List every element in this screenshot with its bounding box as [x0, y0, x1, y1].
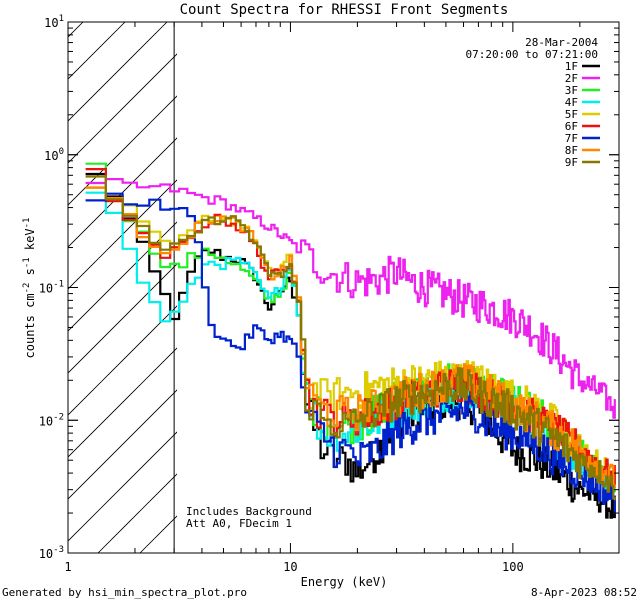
hatch-line: [68, 22, 84, 38]
x-tick-labels: 1 10 100: [64, 560, 523, 574]
series-layer: [85, 162, 616, 519]
hatch-line: [68, 95, 177, 206]
legend-label-7F: 7F: [565, 132, 578, 145]
hatched-excluded-region: [68, 22, 177, 553]
y-tick-label: 10-3: [39, 545, 64, 561]
legend-label-5F: 5F: [565, 108, 578, 121]
footer-date-stamp: 8-Apr-2023 08:52: [531, 586, 637, 599]
y-tick-label: 10-2: [39, 412, 64, 428]
hatch-line: [68, 305, 177, 416]
y-tick-label: 101: [44, 14, 64, 30]
x-tick-label: 100: [502, 560, 524, 574]
y-tick-labels: 10-3 10-2 10-1 100 101: [39, 14, 64, 561]
hatch-line: [68, 53, 177, 164]
chart-title: Count Spectra for RHESSI Front Segments: [180, 2, 509, 18]
legend-label-1F: 1F: [565, 60, 578, 73]
date-label: 28-Mar-2004: [525, 36, 598, 49]
hatch-line: [68, 221, 177, 332]
y-tick-label: 100: [44, 147, 64, 163]
hatch-line: [68, 389, 177, 500]
footer-generated-by: Generated by hsi_min_spectra_plot.pro: [2, 586, 247, 599]
x-tick-label: 10: [283, 560, 297, 574]
y-tick-label: 10-1: [39, 280, 64, 296]
series-line-2F: [85, 178, 616, 419]
series-line-1F: [85, 172, 616, 519]
legend-label-8F: 8F: [565, 144, 578, 157]
hatch-line: [68, 263, 177, 374]
legend-label-2F: 2F: [565, 72, 578, 85]
legend-label-9F: 9F: [565, 156, 578, 169]
plot-frame: [67, 21, 620, 554]
time-range-label: 07:20:00 to 07:21:00: [466, 48, 598, 61]
hatch-line: [68, 22, 168, 122]
legend-label-6F: 6F: [565, 120, 578, 133]
legend-label-4F: 4F: [565, 96, 578, 109]
note-attenuator-decimation: Att A0, FDecim 1: [186, 517, 292, 530]
note-includes-background: Includes Background: [186, 505, 312, 518]
y-axis-label: counts cm-2 s-1 keV-1: [22, 218, 37, 359]
x-tick-label: 1: [64, 560, 71, 574]
series-line-8F: [85, 186, 616, 489]
hatch-line: [68, 179, 177, 290]
series-line-9F: [85, 175, 616, 501]
hatch-line: [68, 431, 177, 542]
x-axis-label: Energy (keV): [301, 575, 388, 589]
axis-ticks: [67, 21, 620, 554]
legend-label-3F: 3F: [565, 84, 578, 97]
hatch-line: [68, 347, 177, 458]
